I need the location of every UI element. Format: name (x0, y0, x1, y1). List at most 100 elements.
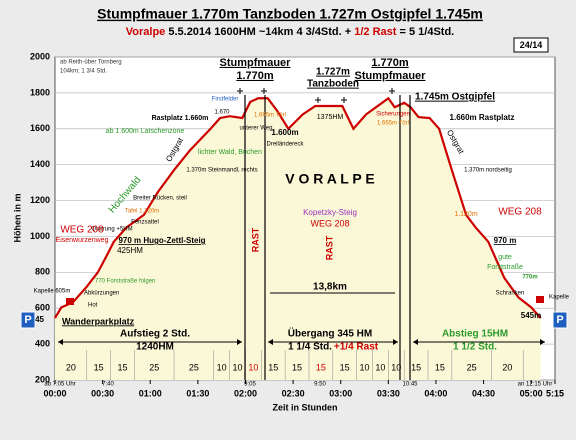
segment-minutes: 10 (360, 362, 370, 372)
arrow-head (268, 339, 273, 345)
annotation: 1.745m Ostgipfel (415, 92, 495, 103)
annotation: lichter Wald, Buchen (198, 149, 262, 156)
annotation: 1.770m (236, 70, 274, 82)
annotation: Breiter Rücken, steil (133, 196, 187, 202)
x-tick-label: 02:00 (234, 388, 257, 398)
annotation: Stumpfmauer (355, 70, 427, 82)
annotation: 1.370m nordseitig (464, 168, 512, 174)
subtitle-part: Voralpe (126, 26, 166, 38)
subtitle-part: 5.5.2014 1600HM ~14km 4 3/4Std. + (168, 26, 351, 38)
annotation: 1.670 (214, 110, 230, 116)
x-tick-label: 04:30 (472, 388, 495, 398)
annotation: Wanderparkplatz (62, 316, 135, 326)
segment-minutes: 25 (189, 362, 199, 372)
y-tick-label: 2000 (30, 51, 50, 61)
annotation: 1240HM (136, 342, 174, 353)
annotation: 1.600m (271, 128, 298, 137)
y-tick-label: 1200 (30, 195, 50, 205)
annotation: 425HM (117, 246, 143, 255)
x-tick-label: 05:00 (520, 388, 543, 398)
segment-minutes: 15 (94, 362, 104, 372)
segment-minutes: 15 (292, 362, 302, 372)
segment-minutes: 25 (149, 362, 159, 372)
x-tick-label: 03:30 (377, 388, 400, 398)
annotation: Abstieg 15HM (442, 329, 508, 340)
segment-minutes: 10 (391, 362, 401, 372)
annotation: Aufstieg 2 Std. (120, 329, 190, 340)
y-tick-label: 1000 (30, 231, 50, 241)
y-tick-label: 1800 (30, 87, 50, 97)
annotation: Tanzboden (307, 79, 359, 90)
x-tick-label: 00:00 (43, 388, 66, 398)
annotation: 1.120m (454, 211, 478, 218)
annotation: Firstfelder (212, 97, 239, 103)
annotation: Übergang 345 HM (288, 327, 372, 340)
annotation: WEG 208 (60, 225, 104, 236)
arrow-head (540, 339, 545, 345)
x-axis-label: Zeit in Stunden (273, 402, 338, 412)
arrow-head (413, 339, 418, 345)
annotation: Kapelle 605m (34, 289, 71, 295)
y-tick-label: 800 (35, 267, 50, 277)
annotation: WEG 208 (310, 218, 349, 228)
segment-minutes: 15 (340, 362, 350, 372)
parking-box (20, 311, 36, 329)
chart-subtitle: Voralpe 5.5.2014 1600HM ~14km 4 3/4Std. … (126, 26, 455, 38)
x-tick-label: 5:15 (546, 388, 564, 398)
annotation: V O R A L P E (285, 171, 374, 187)
annotation: Sicherungen (376, 112, 410, 118)
x-tick-label: 01:30 (186, 388, 209, 398)
y-tick-label: 400 (35, 338, 50, 348)
subtitle-part: 1/2 Rast (354, 26, 397, 38)
annotation: Kopetzky-Steig (303, 208, 357, 217)
annotation: 970 m Hugo-Zettl-Steig (118, 236, 205, 245)
annotation: 1.770m (371, 57, 409, 69)
annotation: +1/4 Rast (334, 342, 379, 353)
annotation: 1.370m Steinmandl, rechts (186, 168, 257, 174)
annotation: 545m (521, 311, 541, 320)
annotation: RAST (324, 235, 334, 260)
annotation: 9:50 (314, 382, 326, 388)
arrow-head (58, 339, 63, 345)
annotation: 1.727m (316, 67, 350, 78)
subtitle-part: = 5 1/4Std. (400, 26, 455, 38)
parking-box (552, 311, 568, 329)
annotation: Tafel 1.120m (125, 209, 159, 215)
hut (536, 296, 544, 303)
segment-minutes: 15 (316, 362, 326, 372)
annotation: 970 m (494, 236, 517, 245)
segment-minutes: 15 (268, 362, 278, 372)
segment-minutes: 15 (411, 362, 421, 372)
segment-minutes: 15 (117, 362, 127, 372)
annotation: 1.660m Rastplatz (450, 113, 515, 122)
annotation: Dreiländereck (266, 142, 304, 148)
annotation: 1.665m Törl (254, 113, 286, 119)
annotation: an 12:15 Uhr (518, 382, 553, 388)
segment-minutes: 20 (502, 362, 512, 372)
annotation: Forststraße (487, 264, 523, 271)
badge-box (513, 37, 549, 53)
annotation: 1.665m Törl (377, 121, 409, 127)
chart-title: Stumpfmauer 1.770m Tanzboden 1.727m Ostg… (97, 6, 483, 22)
segment-minutes: 10 (375, 362, 385, 372)
x-tick-label: 01:00 (139, 388, 162, 398)
y-tick-label: 200 (35, 374, 50, 384)
y-axis-label: Höhen in m (12, 194, 22, 243)
profile-line (54, 96, 542, 319)
annotation: 770 Forststraße folgen (95, 279, 155, 285)
segment-minutes: 10 (233, 362, 243, 372)
annotation: 9:05 (244, 382, 256, 388)
annotation: 13,8km (313, 282, 347, 293)
annotation: Fenzsattel (131, 220, 159, 226)
y-tick-label: 600 (35, 303, 50, 313)
annotation: ab Reith-über Tornberg (60, 60, 122, 66)
annotation: 10:45 (402, 382, 418, 388)
annotation: Querung +5HM (91, 227, 132, 233)
annotation: Eisenwurzenweg (56, 237, 109, 244)
segment-minutes: 25 (467, 362, 477, 372)
annotation: gute (498, 254, 512, 261)
annotation: RAST (250, 227, 260, 252)
arrow-head (237, 339, 242, 345)
segment-minutes: 20 (66, 362, 76, 372)
x-tick-label: 04:00 (424, 388, 447, 398)
